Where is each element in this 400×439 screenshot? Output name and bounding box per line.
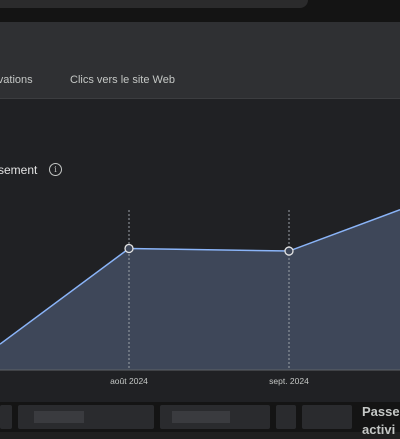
info-icon[interactable]: i	[49, 163, 62, 176]
thumbnail-content	[172, 411, 230, 423]
thumbnail[interactable]	[160, 405, 270, 429]
x-tick-label: août 2024	[110, 376, 148, 386]
thumbnail[interactable]	[0, 405, 12, 429]
series-area	[0, 209, 400, 370]
data-point	[284, 246, 294, 256]
side-panel-line-1: Passe	[362, 404, 400, 419]
series-line	[0, 208, 400, 345]
tabs-divider	[0, 98, 400, 99]
side-panel-heading: Passe activi	[362, 403, 400, 439]
tabs-area	[0, 22, 400, 98]
x-tick-label: sept. 2024	[269, 376, 309, 386]
thumbnail-content	[34, 411, 84, 423]
side-panel-line-2: activi	[362, 422, 396, 437]
data-point	[124, 243, 134, 254]
top-bar	[0, 0, 400, 22]
thumbnail[interactable]	[18, 405, 154, 429]
tab-website-clicks[interactable]: Clics vers le site Web	[70, 74, 175, 86]
search-bar-edge[interactable]	[0, 0, 308, 8]
thumbnail[interactable]	[276, 405, 296, 429]
section-title: ssement	[0, 163, 38, 177]
tab-observations[interactable]: ervations	[0, 74, 33, 86]
thumbnail[interactable]	[302, 405, 352, 429]
